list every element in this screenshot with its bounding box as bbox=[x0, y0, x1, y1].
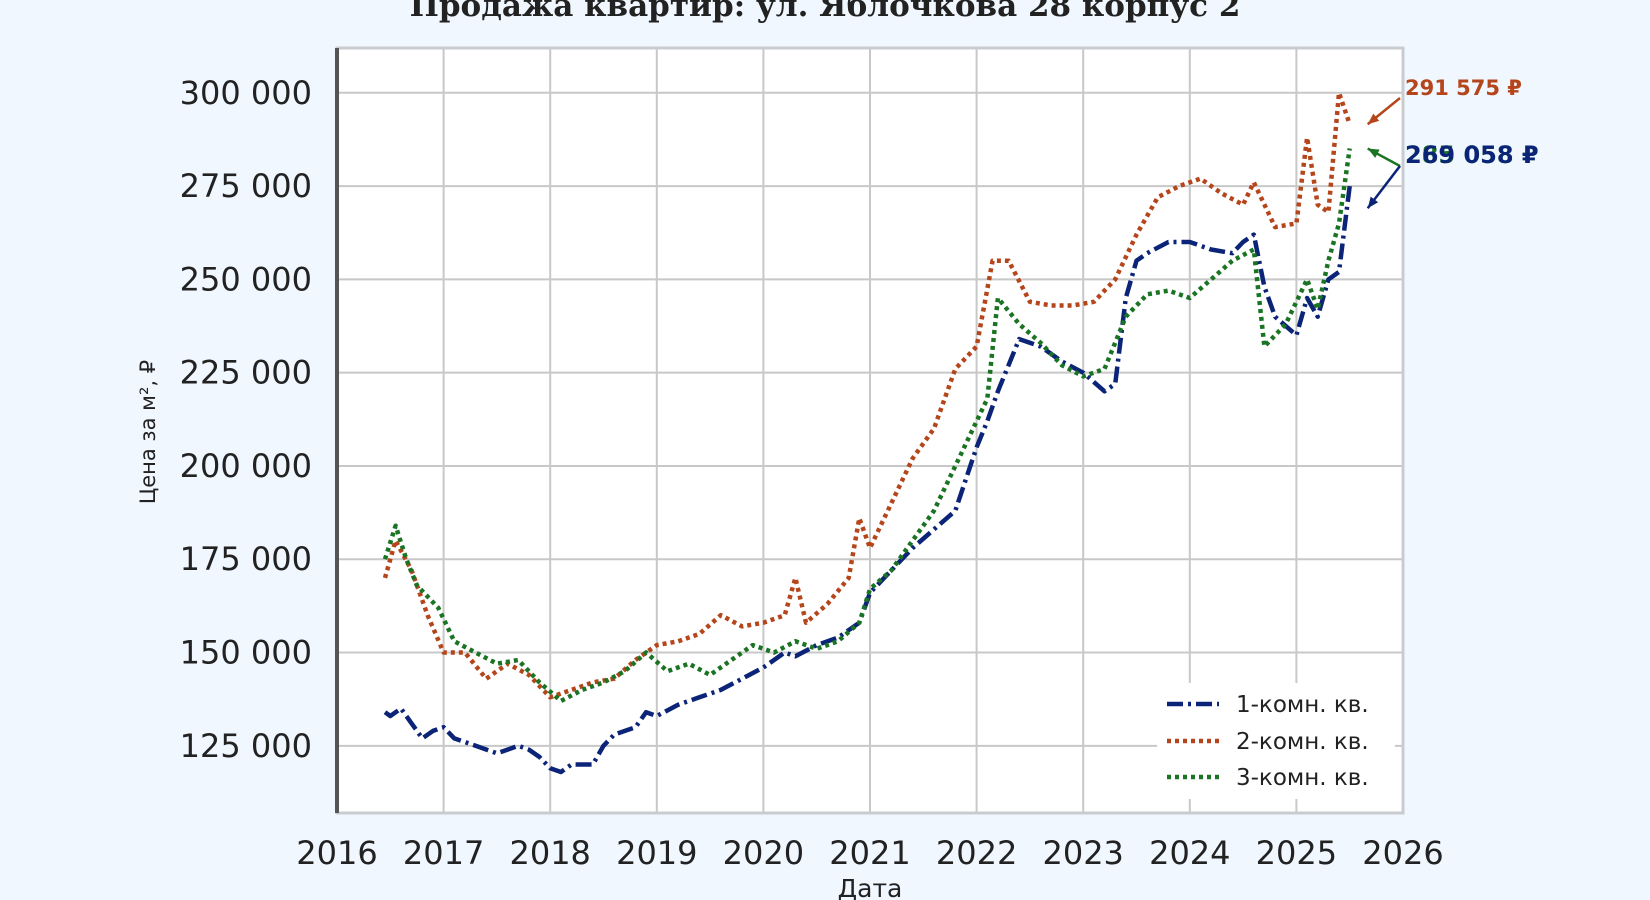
annotation-label: 291 575 ₽ bbox=[1405, 76, 1522, 100]
x-tick-label: 2021 bbox=[829, 834, 910, 872]
x-tick-labels: 2016 2017 2018 2019 2020 2021 2022 2023 2024 2025… bbox=[296, 834, 1443, 872]
annotation-arrowhead bbox=[1367, 148, 1380, 158]
x-tick-label: 2026 bbox=[1362, 834, 1443, 872]
y-axis-label: Цена за м², ₽ bbox=[136, 360, 160, 504]
y-tick-label: 125 000 bbox=[180, 727, 312, 765]
y-tick-label: 200 000 bbox=[180, 447, 312, 485]
series-layer bbox=[382, 90, 1352, 775]
annotation-label: 285 058 ₽ bbox=[1405, 141, 1539, 169]
y-tick-label: 175 000 bbox=[180, 540, 312, 578]
x-tick-label: 2019 bbox=[616, 834, 697, 872]
x-tick-label: 2018 bbox=[509, 834, 590, 872]
annotation-label: 269 058 ₽ bbox=[1405, 141, 1539, 169]
y-tick-label: 300 000 bbox=[180, 74, 312, 112]
y-tick-label: 275 000 bbox=[180, 167, 312, 205]
x-tick-label: 2016 bbox=[296, 834, 377, 872]
x-tick-label: 2023 bbox=[1042, 834, 1123, 872]
legend: 1-комн. кв. 2-комн. кв. 3-комн. кв. bbox=[1157, 683, 1395, 799]
annotation-arrowhead bbox=[1367, 196, 1379, 209]
y-tick-label: 225 000 bbox=[180, 354, 312, 392]
x-tick-label: 2024 bbox=[1149, 834, 1230, 872]
x-tick-label: 2017 bbox=[403, 834, 484, 872]
y-tick-labels: 125 000 150 000 175 000 200 000 225 000 250 0… bbox=[180, 74, 312, 765]
x-tick-label: 2020 bbox=[723, 834, 804, 872]
annotation-arrowhead bbox=[1367, 113, 1380, 125]
legend-label-2-room: 2-комн. кв. bbox=[1236, 729, 1369, 755]
end-value-annotations: 291 575 ₽ 285 058 ₽269 058 ₽ bbox=[1366, 76, 1539, 210]
x-axis-label: Дата bbox=[838, 874, 903, 900]
legend-label-1-room: 1-комн. кв. bbox=[1236, 692, 1369, 718]
chart-title: Продажа квартир: ул. Яблочкова 28 корпус… bbox=[410, 0, 1241, 24]
legend-label-3-room: 3-комн. кв. bbox=[1236, 765, 1369, 791]
x-tick-label: 2025 bbox=[1256, 834, 1337, 872]
y-tick-label: 150 000 bbox=[180, 634, 312, 672]
x-tick-label: 2022 bbox=[936, 834, 1017, 872]
series-line-3-room bbox=[382, 148, 1352, 704]
y-tick-label: 250 000 bbox=[180, 260, 312, 298]
series-line-1-room bbox=[383, 185, 1352, 775]
